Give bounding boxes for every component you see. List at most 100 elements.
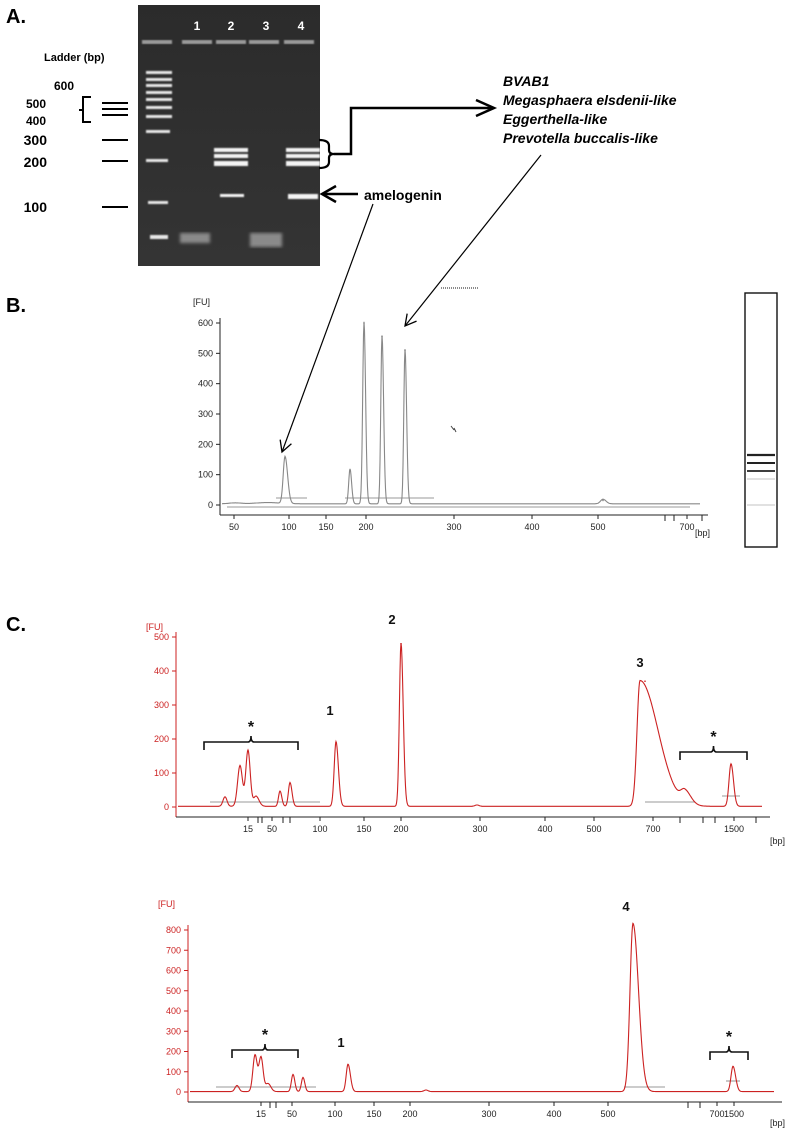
chart-b-ylabel: [FU] bbox=[193, 297, 210, 307]
chart-c-top-peak-point bbox=[247, 750, 249, 752]
lane-label-3: 3 bbox=[263, 19, 270, 33]
chart-c-top-y-tick-label: 200 bbox=[154, 734, 169, 744]
gel-image: 1 2 3 4 bbox=[138, 5, 320, 266]
chart-c-bottom-xlabel: [bp] bbox=[770, 1118, 785, 1128]
chart-c-bottom-bracket bbox=[709, 1045, 749, 1060]
chart-c-bottom-x-tick-label: 500 bbox=[600, 1109, 615, 1119]
chart-c-bottom-plot: 0 100 200 300 400 500 600 700 800 15 50 100 150 200 30… bbox=[166, 899, 782, 1119]
chart-c-bottom-y-tick-label: 700 bbox=[166, 945, 181, 955]
chart-c-top-x-tick-label: 15 bbox=[243, 824, 253, 834]
chart-c-top-x-tick-label: 150 bbox=[356, 824, 371, 834]
ladder-title: Ladder (bp) bbox=[44, 52, 105, 64]
ladder-label-300: 300 bbox=[23, 132, 47, 148]
chart-c-top-bracket bbox=[679, 745, 748, 760]
band-bracket bbox=[318, 138, 335, 170]
species-connector bbox=[334, 106, 494, 156]
chart-b-peak-point bbox=[284, 457, 286, 459]
chart-c-top-y-tick-label: 400 bbox=[154, 666, 169, 676]
chart-c-bottom-y-tick-label: 800 bbox=[166, 925, 181, 935]
chart-c-top-peak-point bbox=[730, 763, 732, 766]
chart-b-peak-point bbox=[602, 499, 604, 502]
ladder-label-600: 600 bbox=[53, 79, 74, 93]
chart-b-x-tick-label: 700 bbox=[679, 522, 694, 532]
chart-c-bottom-y-tick-label: 500 bbox=[166, 986, 181, 996]
chart-b-speck bbox=[450, 425, 457, 433]
chart-b-plot: 0 100 200 300 400 500 600 50 100 150 200 300 400 500 7… bbox=[198, 287, 708, 532]
panel-c-letter: C. bbox=[6, 614, 26, 636]
chart-b-y-tick-label: 300 bbox=[198, 409, 213, 419]
species-eggerthella: Eggerthella-like bbox=[503, 111, 608, 127]
chart-c-bottom-x-tick-label: 200 bbox=[402, 1109, 417, 1119]
chart-b-x-tick-label: 500 bbox=[590, 522, 605, 532]
chart-c-bottom-y-tick-label: 200 bbox=[166, 1047, 181, 1057]
chart-c-bottom-x-tick-label: 400 bbox=[546, 1109, 561, 1119]
species-bvab1: BVAB1 bbox=[503, 73, 550, 89]
lane-label-4: 4 bbox=[298, 19, 305, 33]
ladder-label-200: 200 bbox=[23, 154, 47, 170]
ladder-label-500: 500 bbox=[25, 97, 46, 111]
chart-c-top-peak-label: 3 bbox=[636, 655, 643, 670]
chart-b-peak-point bbox=[381, 335, 383, 338]
chart-c-top-xlabel: [bp] bbox=[770, 836, 785, 846]
chart-b-trace bbox=[222, 321, 700, 505]
chart-c-top-peak-point bbox=[400, 643, 402, 645]
chart-c-bottom-x-tick-label: 150 bbox=[366, 1109, 381, 1119]
chart-c-top-y-tick-label: 100 bbox=[154, 768, 169, 778]
chart-c-bottom-peak-point bbox=[347, 1063, 349, 1066]
species-list: BVAB1 Megasphaera elsdenii-like Eggerthe… bbox=[503, 72, 677, 148]
chart-b-y-tick-label: 0 bbox=[208, 500, 213, 510]
ladder-label-400: 400 bbox=[25, 114, 46, 128]
chart-c-bottom-x-tick-label: 1500 bbox=[724, 1109, 744, 1119]
chart-b-peak-point bbox=[349, 469, 351, 471]
chart-b-y-tick-label: 200 bbox=[198, 439, 213, 449]
chart-c-bottom-x-tick-label: 300 bbox=[481, 1109, 496, 1119]
chart-b-y-tick-label: 600 bbox=[198, 318, 213, 328]
chart-c-bottom-y-tick-label: 100 bbox=[166, 1067, 181, 1077]
chart-c-bottom-x-tick-label: 100 bbox=[327, 1109, 342, 1119]
chart-c-top-ylabel: [FU] bbox=[146, 622, 163, 632]
chart-c-bottom-y-tick-label: 300 bbox=[166, 1026, 181, 1036]
chart-c-top-plot: 0 100 200 300 400 500 15 50 100 150 200 300 400 500 70… bbox=[154, 612, 770, 834]
chart-b-y-tick-label: 100 bbox=[198, 470, 213, 480]
chart-c-top-x-tick-label: 200 bbox=[393, 824, 408, 834]
chart-c-bottom-peak-label: 1 bbox=[337, 1035, 344, 1050]
chart-b-xlabel: [bp] bbox=[695, 528, 710, 538]
chart-c-top-x-tick-label: 300 bbox=[472, 824, 487, 834]
chart-c-bottom-y-tick-label: 400 bbox=[166, 1006, 181, 1016]
chart-c-bottom-peak-point bbox=[632, 923, 634, 925]
chart-b-x-tick-label: 200 bbox=[358, 522, 373, 532]
ladder-markers bbox=[79, 96, 128, 208]
chart-b-y-tick-label: 400 bbox=[198, 379, 213, 389]
chart-c-bottom-y-tick-label: 0 bbox=[176, 1087, 181, 1097]
chart-c-top-x-tick-label: 1500 bbox=[724, 824, 744, 834]
chart-c-top-trace bbox=[178, 643, 762, 807]
chart-c-bottom-ylabel: [FU] bbox=[158, 899, 175, 909]
panel-b-letter: B. bbox=[6, 295, 26, 317]
chart-b-y-tick-label: 500 bbox=[198, 348, 213, 358]
chart-c-bottom-x-tick-label: 700 bbox=[709, 1109, 724, 1119]
chart-c-top-x-tick-label: 100 bbox=[312, 824, 327, 834]
chart-c-bottom-peak-label: 4 bbox=[622, 899, 630, 914]
chart-c-top-y-tick-label: 0 bbox=[164, 802, 169, 812]
chart-c-bottom-x-tick-label: 50 bbox=[287, 1109, 297, 1119]
electropherogram-c-bottom: 0 100 200 300 400 500 600 700 800 15 50 100 150 200 30… bbox=[158, 899, 785, 1128]
chart-c-top-peak-label: 1 bbox=[326, 703, 333, 718]
chart-c-top-peak-point bbox=[644, 680, 646, 682]
chart-b-peak-point bbox=[363, 322, 365, 324]
electropherogram-b: 0 100 200 300 400 500 600 50 100 150 200 300 400 500 7… bbox=[193, 287, 710, 538]
chart-c-bottom-bracket bbox=[231, 1043, 299, 1058]
chart-c-bottom-peak-point bbox=[254, 1054, 256, 1057]
virtual-gel-lane bbox=[744, 292, 778, 548]
chart-b-x-tick-label: 300 bbox=[446, 522, 461, 532]
chart-c-top-y-tick-label: 300 bbox=[154, 700, 169, 710]
amelogenin-arrowhead bbox=[319, 184, 337, 204]
chart-c-bottom-trace bbox=[190, 922, 774, 1093]
chart-c-top-bracket bbox=[203, 735, 299, 750]
chart-c-bottom-y-tick-label: 600 bbox=[166, 966, 181, 976]
chart-b-peak-point bbox=[404, 349, 406, 352]
chart-c-top-x-tick-label: 400 bbox=[537, 824, 552, 834]
species-arrowhead bbox=[475, 98, 498, 118]
chart-b-x-tick-label: 50 bbox=[229, 522, 239, 532]
chart-b-x-tick-label: 150 bbox=[318, 522, 333, 532]
chart-c-bottom-bracket-label: * bbox=[262, 1027, 269, 1044]
